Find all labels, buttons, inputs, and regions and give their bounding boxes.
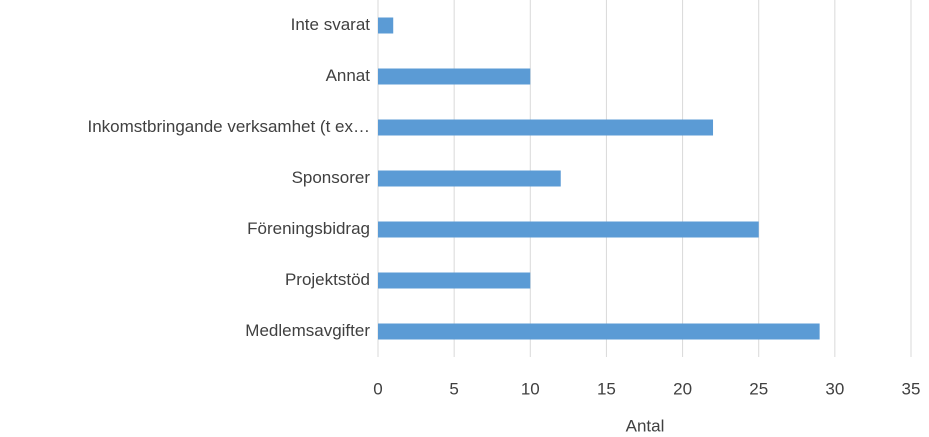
x-axis-title: Antal	[626, 416, 665, 435]
y-tick-label: Medlemsavgifter	[245, 321, 370, 340]
y-tick-label: Inte svarat	[291, 15, 371, 34]
x-tick-label: 35	[902, 379, 921, 398]
bar	[378, 68, 531, 85]
x-tick-label: 5	[449, 379, 458, 398]
y-tick-label: Projektstöd	[285, 270, 370, 289]
bar	[378, 323, 820, 340]
y-tick-label: Inkomstbringande verksamhet (t ex…	[87, 117, 370, 136]
x-tick-label: 25	[749, 379, 768, 398]
x-tick-label: 15	[597, 379, 616, 398]
x-tick-label: 20	[673, 379, 692, 398]
y-tick-label: Annat	[326, 66, 371, 85]
x-tick-label: 30	[825, 379, 844, 398]
bar	[378, 221, 759, 238]
bar	[378, 170, 561, 187]
x-tick-label: 0	[373, 379, 382, 398]
bar	[378, 119, 714, 136]
x-tick-label: 10	[521, 379, 540, 398]
y-tick-label: Föreningsbidrag	[247, 219, 370, 238]
bar	[378, 272, 531, 289]
y-tick-label: Sponsorer	[292, 168, 371, 187]
bar	[378, 17, 394, 34]
